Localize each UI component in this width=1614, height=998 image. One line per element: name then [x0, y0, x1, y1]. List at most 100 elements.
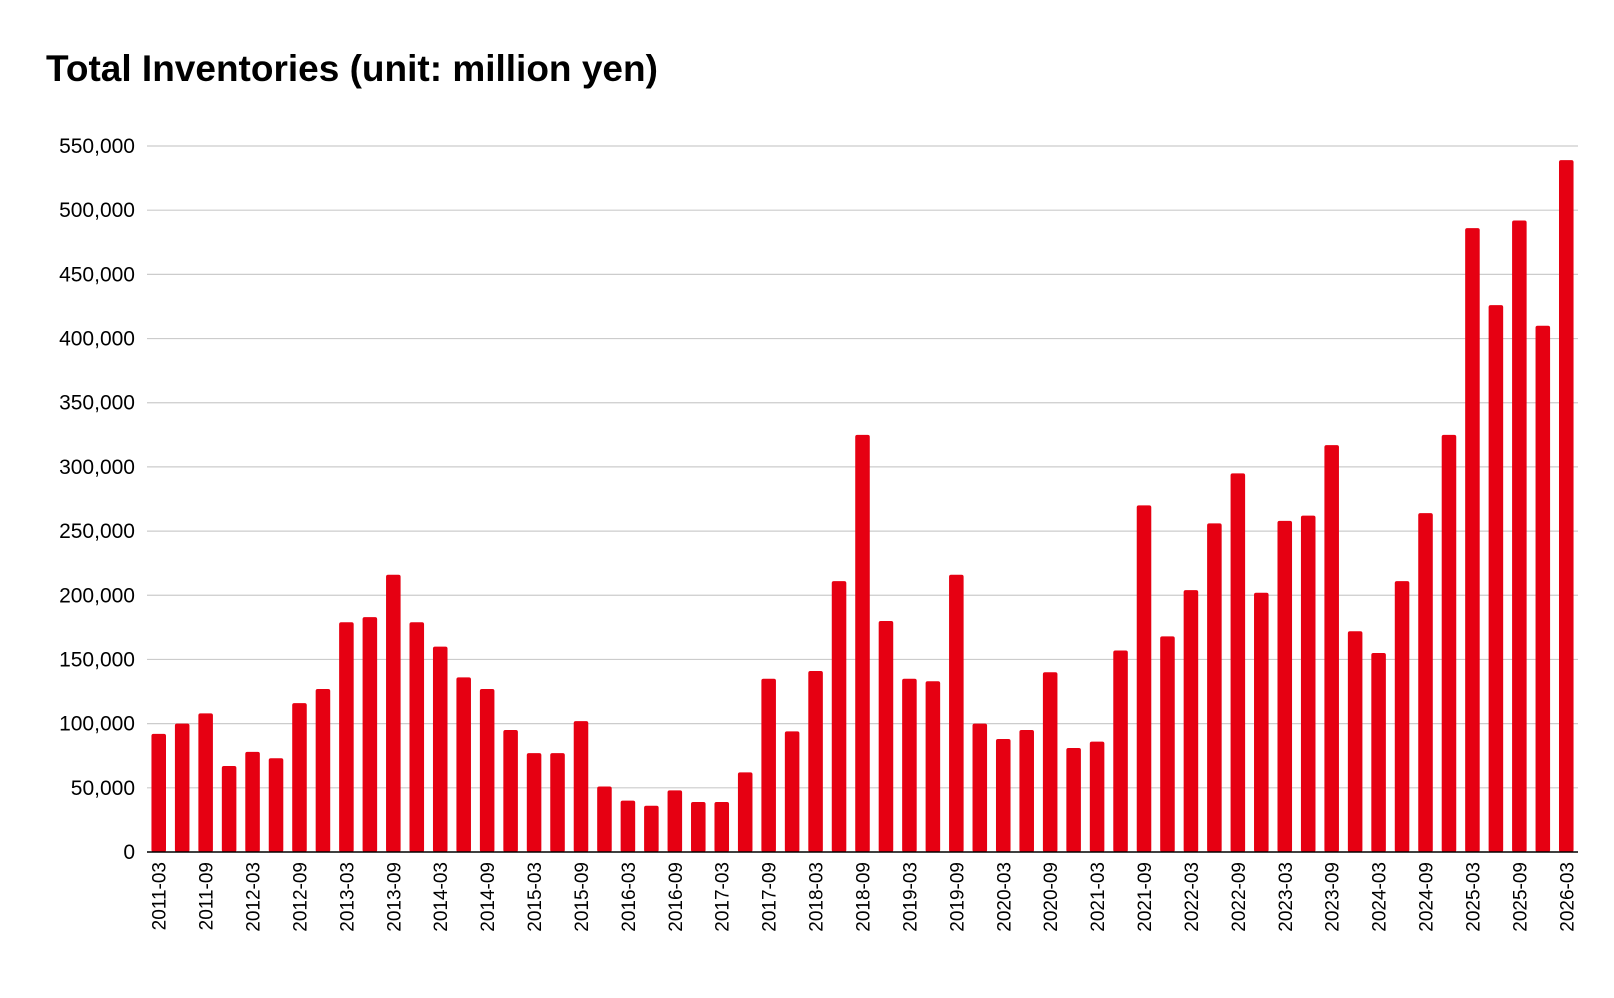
bar-2016-09	[668, 790, 683, 852]
bar-2011-06	[175, 724, 190, 852]
y-tick-label: 400,000	[59, 328, 135, 351]
bar-2013-06	[363, 617, 378, 852]
bar-2023-03	[1277, 521, 1292, 852]
y-tick-label: 100,000	[59, 713, 135, 736]
y-tick-label: 450,000	[59, 263, 135, 286]
bar-2015-03	[527, 753, 542, 852]
bar-2025-06	[1489, 305, 1504, 852]
bar-2026-03	[1559, 160, 1574, 852]
bar-2019-12	[973, 724, 988, 852]
bar-2016-06	[644, 806, 659, 852]
y-tick-label: 250,000	[59, 520, 135, 543]
bar-2020-03	[996, 739, 1011, 852]
x-tick-label: 2015-09	[572, 862, 593, 932]
bar-2013-12	[410, 622, 425, 852]
x-tick-label: 2018-09	[854, 862, 875, 932]
x-tick-label: 2014-03	[431, 862, 452, 932]
x-tick-label: 2025-09	[1510, 862, 1531, 932]
x-tick-label: 2011-03	[150, 862, 171, 930]
bar-2025-12	[1536, 326, 1551, 852]
bar-2019-09	[949, 575, 964, 852]
bar-2017-06	[738, 772, 753, 852]
bar-2017-03	[714, 802, 729, 852]
bar-2025-03	[1465, 228, 1480, 852]
bar-2021-03	[1090, 742, 1105, 852]
bar-2023-09	[1324, 445, 1339, 852]
x-tick-label: 2018-03	[807, 862, 828, 932]
x-tick-label: 2021-03	[1088, 862, 1109, 932]
bar-2020-06	[1019, 730, 1034, 852]
bar-2020-12	[1066, 748, 1081, 852]
y-tick-label: 50,000	[71, 777, 135, 800]
bar-2018-09	[855, 435, 870, 852]
bar-2013-03	[339, 622, 354, 852]
x-tick-label: 2021-09	[1135, 862, 1156, 932]
bar-2024-09	[1418, 513, 1433, 852]
bar-2024-12	[1442, 435, 1457, 852]
bar-2017-09	[761, 679, 776, 852]
bar-2020-09	[1043, 672, 1058, 852]
x-tick-label: 2022-03	[1182, 862, 1203, 932]
bar-2019-03	[902, 679, 917, 852]
bar-2012-09	[292, 703, 307, 852]
y-tick-label: 150,000	[59, 648, 135, 671]
bar-2022-06	[1207, 523, 1222, 852]
y-tick-label: 350,000	[59, 392, 135, 415]
bar-2011-12	[222, 766, 237, 852]
x-tick-label: 2026-03	[1557, 862, 1578, 932]
bar-2015-06	[550, 753, 565, 852]
y-axis-tick-labels: 0 50,000 100,000 150,000 200,000 250,000 300,0…	[59, 135, 135, 864]
bar-2023-12	[1348, 631, 1363, 852]
x-tick-label: 2023-09	[1323, 862, 1344, 932]
bar-2019-06	[926, 681, 941, 852]
bar-2021-09	[1137, 505, 1152, 852]
bar-2025-09	[1512, 220, 1527, 852]
bar-2018-06	[832, 581, 847, 852]
bar-2021-12	[1160, 636, 1175, 852]
x-tick-label: 2011-09	[197, 862, 218, 930]
bar-2011-03	[151, 734, 166, 852]
x-tick-label: 2013-03	[337, 862, 358, 932]
x-tick-label: 2017-09	[760, 862, 781, 932]
x-tick-label: 2016-09	[666, 862, 687, 932]
bar-2012-06	[269, 758, 284, 852]
bar-2017-12	[785, 731, 800, 852]
x-tick-label: 2020-03	[994, 862, 1015, 932]
x-tick-label: 2024-03	[1370, 862, 1391, 932]
bar-2024-06	[1395, 581, 1410, 852]
x-tick-label: 2014-09	[478, 862, 499, 932]
y-tick-label: 300,000	[59, 456, 135, 479]
x-tick-label: 2013-09	[384, 862, 405, 932]
y-tick-label: 0	[123, 841, 135, 864]
bar-2012-03	[245, 752, 260, 852]
bars	[151, 160, 1573, 852]
y-tick-label: 200,000	[59, 584, 135, 607]
bar-2016-12	[691, 802, 706, 852]
bar-2024-03	[1371, 653, 1386, 852]
x-tick-label: 2017-03	[713, 862, 734, 932]
bar-2022-03	[1184, 590, 1199, 852]
x-tick-label: 2025-03	[1463, 862, 1484, 932]
x-tick-label: 2019-09	[947, 862, 968, 932]
bar-2022-09	[1231, 473, 1246, 852]
x-tick-label: 2015-03	[525, 862, 546, 932]
bar-2014-03	[433, 647, 448, 852]
bar-2014-06	[456, 677, 471, 852]
x-tick-label: 2019-03	[900, 862, 921, 932]
bar-2021-06	[1113, 650, 1128, 852]
x-tick-label: 2020-09	[1041, 862, 1062, 932]
x-tick-label: 2024-09	[1417, 862, 1438, 932]
x-tick-label: 2023-03	[1276, 862, 1297, 932]
bar-2014-09	[480, 689, 495, 852]
y-tick-label: 500,000	[59, 199, 135, 222]
x-axis-tick-labels: 2011-03 2011-09 2012-03 2012-09 2013-03 2013-…	[150, 862, 1579, 932]
x-tick-label: 2012-09	[290, 862, 311, 932]
bar-2015-09	[574, 721, 589, 852]
bar-2016-03	[621, 801, 636, 852]
x-tick-label: 2012-03	[244, 862, 265, 932]
bar-2018-03	[808, 671, 823, 852]
y-tick-label: 550,000	[59, 135, 135, 158]
bar-2013-09	[386, 575, 401, 852]
bar-2012-12	[316, 689, 331, 852]
